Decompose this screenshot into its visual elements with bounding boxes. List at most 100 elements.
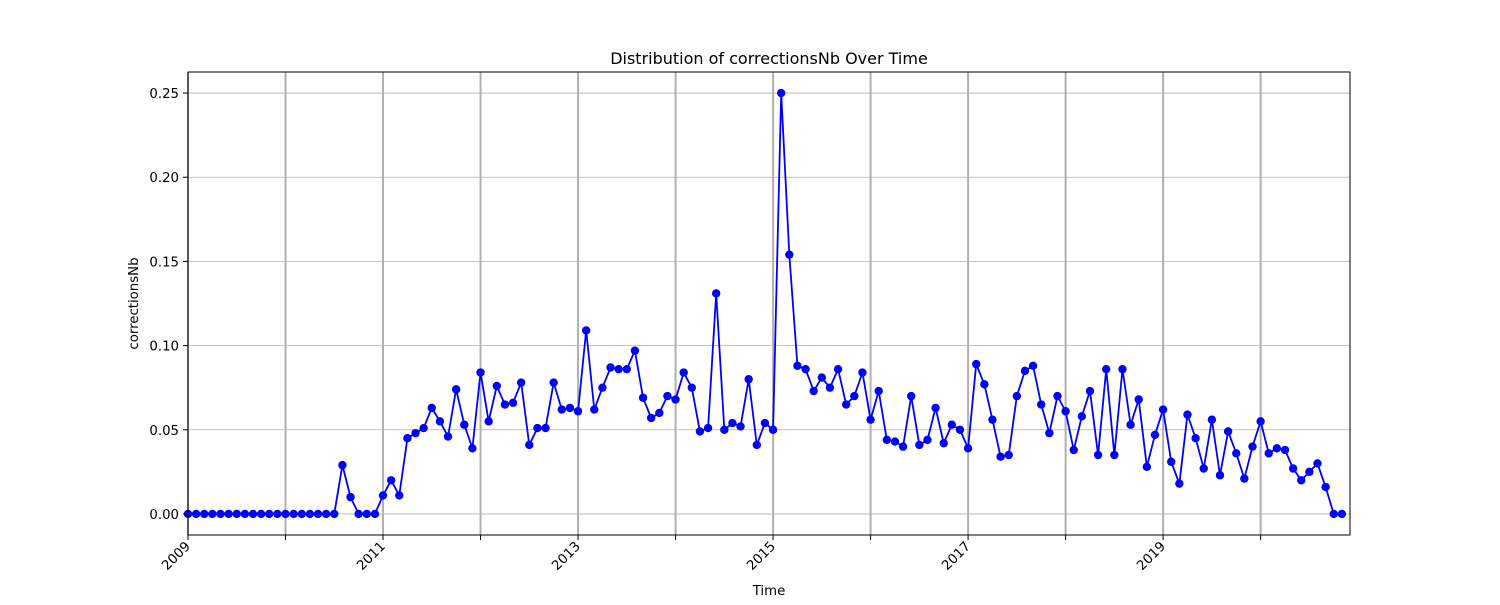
data-point [248,509,258,519]
data-point [321,509,331,519]
data-point [963,444,973,453]
data-point [1240,474,1249,483]
data-point [1045,428,1054,438]
data-point [1077,412,1087,421]
data-point [313,509,323,519]
data-point [541,423,550,433]
data-point [655,408,664,418]
data-point [866,415,875,424]
data-point [728,418,737,428]
y-tick-label: 0.00 [149,508,179,523]
data-point [581,326,591,335]
data-point [817,373,827,382]
data-point [565,403,575,413]
data-point [1150,430,1160,440]
data-point [200,509,209,519]
data-point [1053,391,1062,401]
data-point [703,423,713,433]
data-point [1085,386,1095,396]
data-point [1102,364,1111,374]
data-point [338,460,347,470]
series-markers [183,88,1347,519]
data-point [1321,482,1330,492]
data-point [622,364,631,374]
chart-title: Distribution of correctionsNb Over Time [610,49,928,68]
data-point [907,391,916,401]
data-point [988,415,997,424]
data-point [890,437,900,446]
plot-frame [187,71,1351,536]
data-point [679,368,688,377]
data-point [289,509,298,519]
data-point [1305,467,1314,477]
y-tick-label: 0.25 [149,87,179,102]
data-point [646,413,656,423]
y-tick-label: 0.05 [149,424,179,439]
data-point [256,509,266,519]
data-point [1223,427,1233,436]
y-axis-ticks: 0.00 0.05 0.10 0.15 0.20 0.25 [149,87,188,523]
data-point [435,417,445,426]
data-point [720,425,729,434]
data-point [630,346,640,355]
data-point [1126,420,1135,429]
data-point [1012,391,1022,401]
data-point [825,383,835,392]
data-point [776,88,786,98]
data-point [1313,459,1322,468]
data-point [1280,445,1290,455]
data-point [752,440,762,450]
data-point [330,509,339,519]
data-point [842,400,851,409]
data-point [768,425,778,434]
data-point [549,378,558,387]
data-point [468,444,477,453]
data-point [208,509,217,519]
data-point [736,422,745,431]
data-point [671,395,680,404]
data-point [224,509,233,519]
data-point [939,439,948,448]
data-point [923,435,932,445]
data-point [833,364,843,374]
data-point [191,509,201,519]
data-point [1158,405,1168,414]
data-point [972,359,981,369]
data-point [395,491,404,500]
data-point [557,405,566,414]
data-point [370,509,380,519]
y-tick-label: 0.15 [149,255,179,270]
data-point [1264,449,1273,458]
data-point [606,363,615,372]
data-point [1329,509,1338,519]
data-point [346,492,355,502]
data-point [516,378,526,387]
data-point [1061,407,1070,416]
data-point [281,509,290,519]
data-point [1142,462,1152,472]
data-point [598,383,607,392]
data-point [386,476,396,485]
data-point [1256,417,1265,426]
data-point [1037,400,1046,409]
data-point [232,509,241,519]
data-point [1175,479,1184,488]
data-point [638,393,648,402]
data-point [1337,509,1347,519]
data-point [931,403,940,413]
data-point [354,509,363,519]
data-point [1028,361,1038,370]
data-point [663,391,672,401]
data-point [590,405,599,414]
data-point [411,428,420,438]
data-point [1118,364,1127,374]
data-point [898,442,908,451]
data-point [265,509,274,519]
data-point [793,361,802,370]
data-point [614,364,623,374]
y-axis-title: correctionsNb [127,257,142,349]
data-point [711,289,721,298]
data-point [1093,450,1103,460]
